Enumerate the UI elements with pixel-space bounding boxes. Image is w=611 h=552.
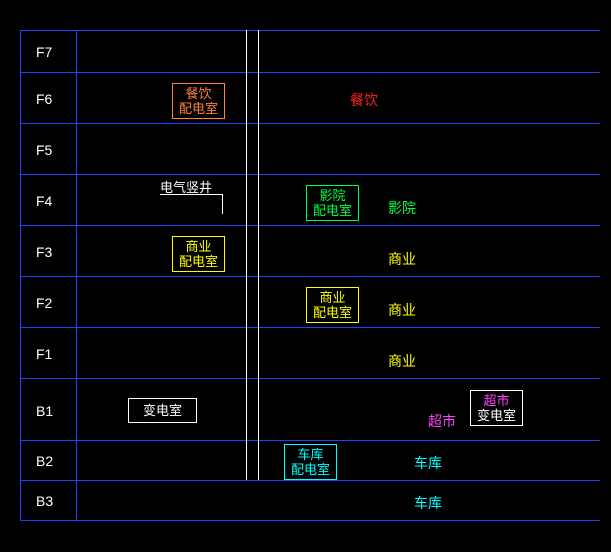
floor-line: [20, 123, 600, 124]
txt-b1: 超市: [428, 411, 456, 431]
floor-label: B3: [36, 493, 53, 509]
floor-line: [20, 276, 600, 277]
txt-b2: 车库: [414, 453, 442, 473]
box-f6: 餐饮配电室: [172, 83, 225, 119]
floor-line: [20, 520, 600, 521]
vertical-line: [20, 30, 21, 520]
floor-label: F3: [36, 244, 52, 260]
floor-label: F5: [36, 142, 52, 158]
box-f3: 商业配电室: [172, 236, 225, 272]
floor-label: F2: [36, 295, 52, 311]
txt-f2: 商业: [388, 300, 416, 320]
box-f2-right: 商业配电室: [306, 287, 359, 323]
box-f4-right: 影院配电室: [306, 185, 359, 221]
floor-label: B2: [36, 453, 53, 469]
txt-f6: 餐饮: [350, 90, 378, 110]
floor-label: F1: [36, 346, 52, 362]
floor-line: [20, 30, 600, 31]
floor-line: [20, 72, 600, 73]
floor-line: [20, 174, 600, 175]
floor-line: [20, 378, 600, 379]
vertical-line: [258, 30, 259, 480]
cad-section-diagram: F7 F6 F5 F4 F3 F2 F1 B1 B2 B3 餐饮配电室商业配电室变电室 影院配电室商业…: [0, 0, 611, 552]
txt-f4: 影院: [388, 198, 416, 218]
floor-label: B1: [36, 403, 53, 419]
floor-line: [20, 225, 600, 226]
vertical-line: [76, 30, 77, 520]
floor-label: F4: [36, 193, 52, 209]
floor-line: [20, 440, 600, 441]
floor-line: [20, 327, 600, 328]
txt-f3: 商业: [388, 249, 416, 269]
leader-line: [222, 194, 223, 214]
txt-f1: 商业: [388, 351, 416, 371]
floor-label: F6: [36, 91, 52, 107]
box-b1-far: 超市变电室: [470, 390, 523, 426]
vertical-line: [246, 30, 247, 480]
leader-line: [160, 194, 222, 195]
floor-label: F7: [36, 44, 52, 60]
txt-b3: 车库: [414, 493, 442, 513]
floor-line: [20, 480, 600, 481]
box-b2-right: 车库配电室: [284, 444, 337, 480]
box-b1-left: 变电室: [128, 398, 197, 423]
